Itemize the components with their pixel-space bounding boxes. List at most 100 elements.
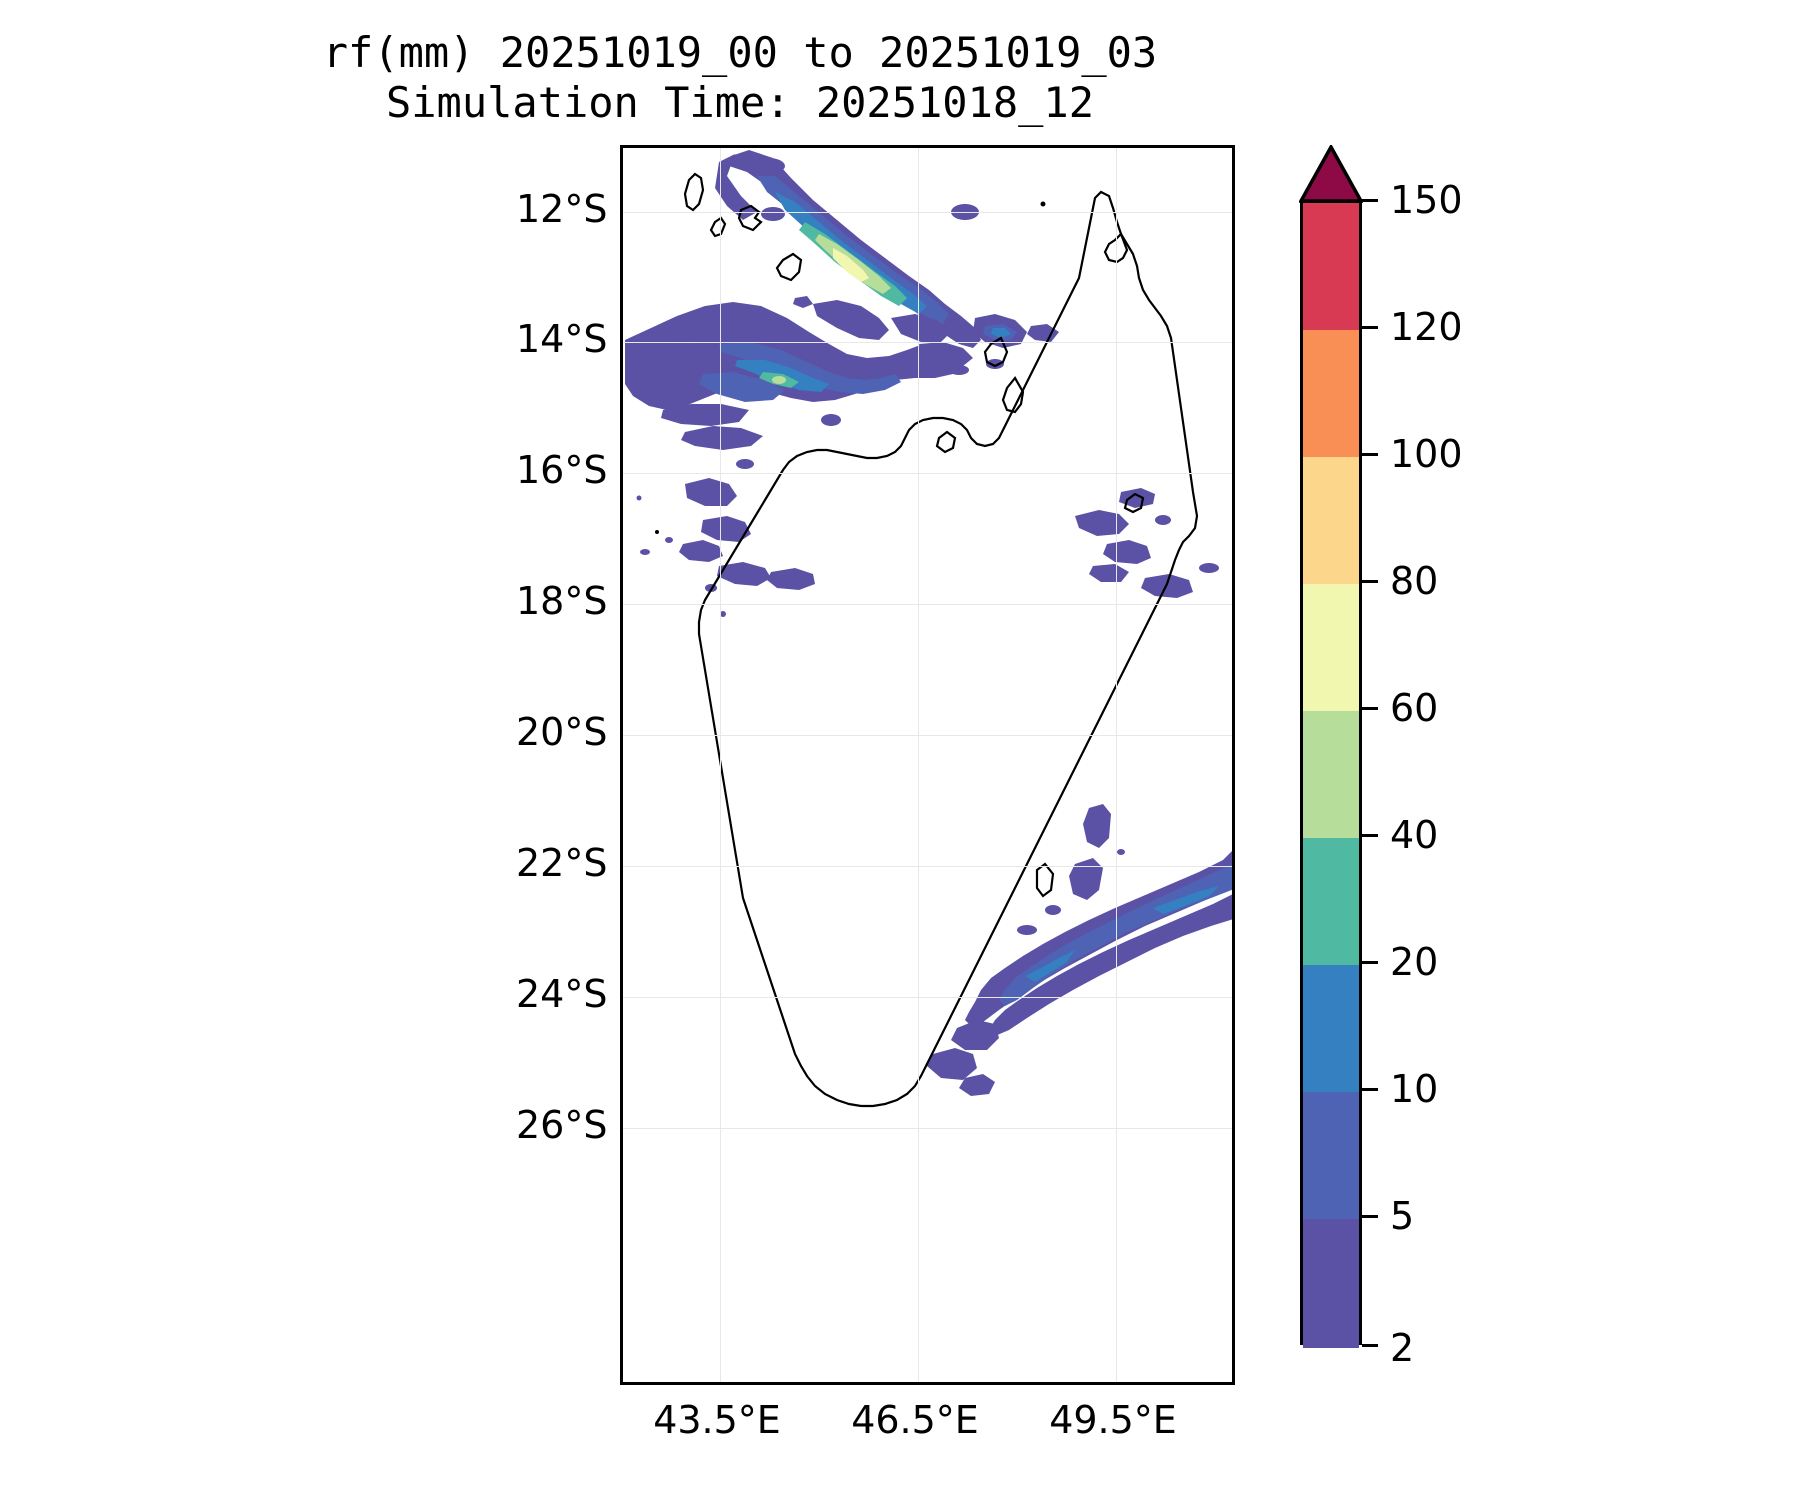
- ytick-label-20S: 20°S: [516, 710, 608, 754]
- colorbar-label-80: 80: [1390, 559, 1439, 603]
- coastline-peninsula: [1001, 376, 1025, 414]
- gridline-lat-26S: [623, 1128, 1232, 1129]
- rain-dot-ne-2: [753, 158, 785, 174]
- rain-bridge-dot-4: [986, 359, 1004, 369]
- colorbar-segment-60-80: [1303, 584, 1359, 711]
- coastline-islet-1: [1123, 492, 1145, 514]
- colorbar-tick-120: [1362, 326, 1378, 329]
- coastline-island-2: [709, 216, 727, 238]
- rain-se-cell-1: [1083, 804, 1111, 848]
- colorbar-tick-2: [1362, 1344, 1378, 1347]
- colorbar-tick-10: [1362, 1088, 1378, 1091]
- colorbar-tick-5: [1362, 1215, 1378, 1218]
- ytick-label-26S: 26°S: [516, 1103, 608, 1147]
- rain-speck-3: [655, 530, 659, 534]
- rain-bridge-dot-6: [736, 459, 754, 469]
- rain-ne-coast-2: [1103, 540, 1151, 564]
- rain-cluster-ne-c: [991, 328, 1011, 338]
- colorbar-label-40: 40: [1390, 813, 1439, 857]
- ytick-label-24S: 24°S: [516, 972, 608, 1016]
- rain-se-tail-1: [951, 1020, 999, 1050]
- ytick-label-22S: 22°S: [516, 841, 608, 885]
- rain-ne-coast-5: [1119, 488, 1155, 508]
- rain-west-coast-4: [717, 562, 771, 586]
- gridline-lat-24S: [623, 997, 1232, 998]
- rain-se-band-deepblue-2: [1153, 886, 1219, 914]
- rain-se-cell-3: [1045, 905, 1061, 915]
- rain-west-coast-1: [685, 478, 737, 506]
- rain-west-coast-2: [701, 516, 751, 542]
- colorbar-segment-20-40: [1303, 838, 1359, 965]
- rain-se-cell-4: [1117, 849, 1125, 855]
- rain-se-band-deepblue: [1025, 950, 1075, 982]
- gridline-lon-49.5E: [1116, 148, 1117, 1382]
- coastline-madagascar: [697, 190, 1199, 1108]
- coastline-island-4: [775, 252, 803, 282]
- rain-ne-coast-dot-1: [1155, 515, 1171, 525]
- rain-west-coast-3: [679, 540, 723, 562]
- colorbar-tick-100: [1362, 453, 1378, 456]
- rain-dot-ne-4: [1040, 201, 1046, 207]
- colorbar-segment-100-120: [1303, 330, 1359, 457]
- gridline-lon-46.5E: [918, 148, 919, 1382]
- gridline-lat-12S: [623, 212, 1232, 213]
- colorbar-segment-5-10: [1303, 1092, 1359, 1219]
- rain-ne-coast-1: [1075, 510, 1129, 536]
- title-line-2: Simulation Time: 20251018_12: [385, 77, 1094, 127]
- colorbar-tick-60: [1362, 707, 1378, 710]
- rain-bridge-dot-2: [911, 356, 935, 368]
- rain-band-north-outer-2: [715, 154, 757, 220]
- colorbar-body[interactable]: [1300, 200, 1362, 1348]
- rain-se-cell-2: [1069, 858, 1103, 900]
- rain-fan-nw-streak-3: [661, 404, 749, 426]
- coastline-islet-3: [935, 430, 957, 454]
- map-canvas: [623, 148, 1232, 1382]
- colorbar-segment-80-100: [1303, 457, 1359, 584]
- rain-bridge-dot-1: [793, 296, 813, 308]
- rain-se-cell-5: [1017, 925, 1037, 935]
- gridline-lat-20S: [623, 735, 1232, 736]
- rain-fan-nw-blue: [719, 342, 901, 394]
- xtick-label-49.5E: 49.5°E: [1049, 1398, 1177, 1442]
- xtick-label-46.5E: 46.5°E: [851, 1398, 979, 1442]
- ytick-label-12S: 12°S: [516, 187, 608, 231]
- gridline-lat-22S: [623, 866, 1232, 867]
- gridline-lat-16S: [623, 473, 1232, 474]
- rain-west-coast-dot-3: [640, 549, 650, 555]
- colorbar-segment-120-150: [1303, 203, 1359, 330]
- rain-bridge-2: [891, 314, 951, 342]
- colorbar-label-60: 60: [1390, 686, 1439, 730]
- coastline-nw-cape: [983, 336, 1009, 368]
- ytick-label-18S: 18°S: [516, 579, 608, 623]
- colorbar-segment-2-5: [1303, 1219, 1359, 1348]
- colorbar-label-100: 100: [1390, 432, 1463, 476]
- rainfall-contour-field: [625, 150, 1232, 1108]
- colorbar-extend-arrow-icon: [1299, 145, 1363, 203]
- colorbar-segment-10-20: [1303, 965, 1359, 1092]
- colorbar-label-2: 2: [1390, 1326, 1415, 1370]
- rain-se-tail-2: [927, 1048, 977, 1080]
- xtick-label-43.5E: 43.5°E: [653, 1398, 781, 1442]
- colorbar-tick-150: [1362, 199, 1378, 202]
- coastline-island-3: [737, 204, 763, 232]
- colorbar-tick-20: [1362, 961, 1378, 964]
- rain-fan-nw-streak-1: [635, 338, 743, 368]
- gridline-lat-14S: [623, 342, 1232, 343]
- rain-ne-coast-dot-2: [1199, 563, 1219, 573]
- title-line-1: rf(mm) 20251019_00 to 20251019_03: [322, 28, 1158, 77]
- ytick-label-16S: 16°S: [516, 448, 608, 492]
- rain-bridge-dot-3: [949, 365, 969, 375]
- rain-fan-nw-streak-4: [681, 426, 763, 450]
- coastline-ne-bay: [1103, 232, 1129, 264]
- rain-band-north-yellow: [833, 248, 869, 282]
- rain-speck-2: [720, 611, 726, 617]
- gridline-lat-18S: [623, 604, 1232, 605]
- rain-west-coast-dot-1: [665, 537, 673, 543]
- map-plot-area[interactable]: [620, 145, 1235, 1385]
- rain-west-coast-5: [767, 568, 815, 590]
- colorbar[interactable]: 150 120 100 80 60 40 20 10 5 2: [1299, 145, 1463, 1370]
- rain-bridge-1: [813, 300, 889, 340]
- rain-se-band-outer-2: [989, 894, 1232, 1036]
- ytick-label-14S: 14°S: [516, 317, 608, 361]
- colorbar-segment-40-60: [1303, 711, 1359, 838]
